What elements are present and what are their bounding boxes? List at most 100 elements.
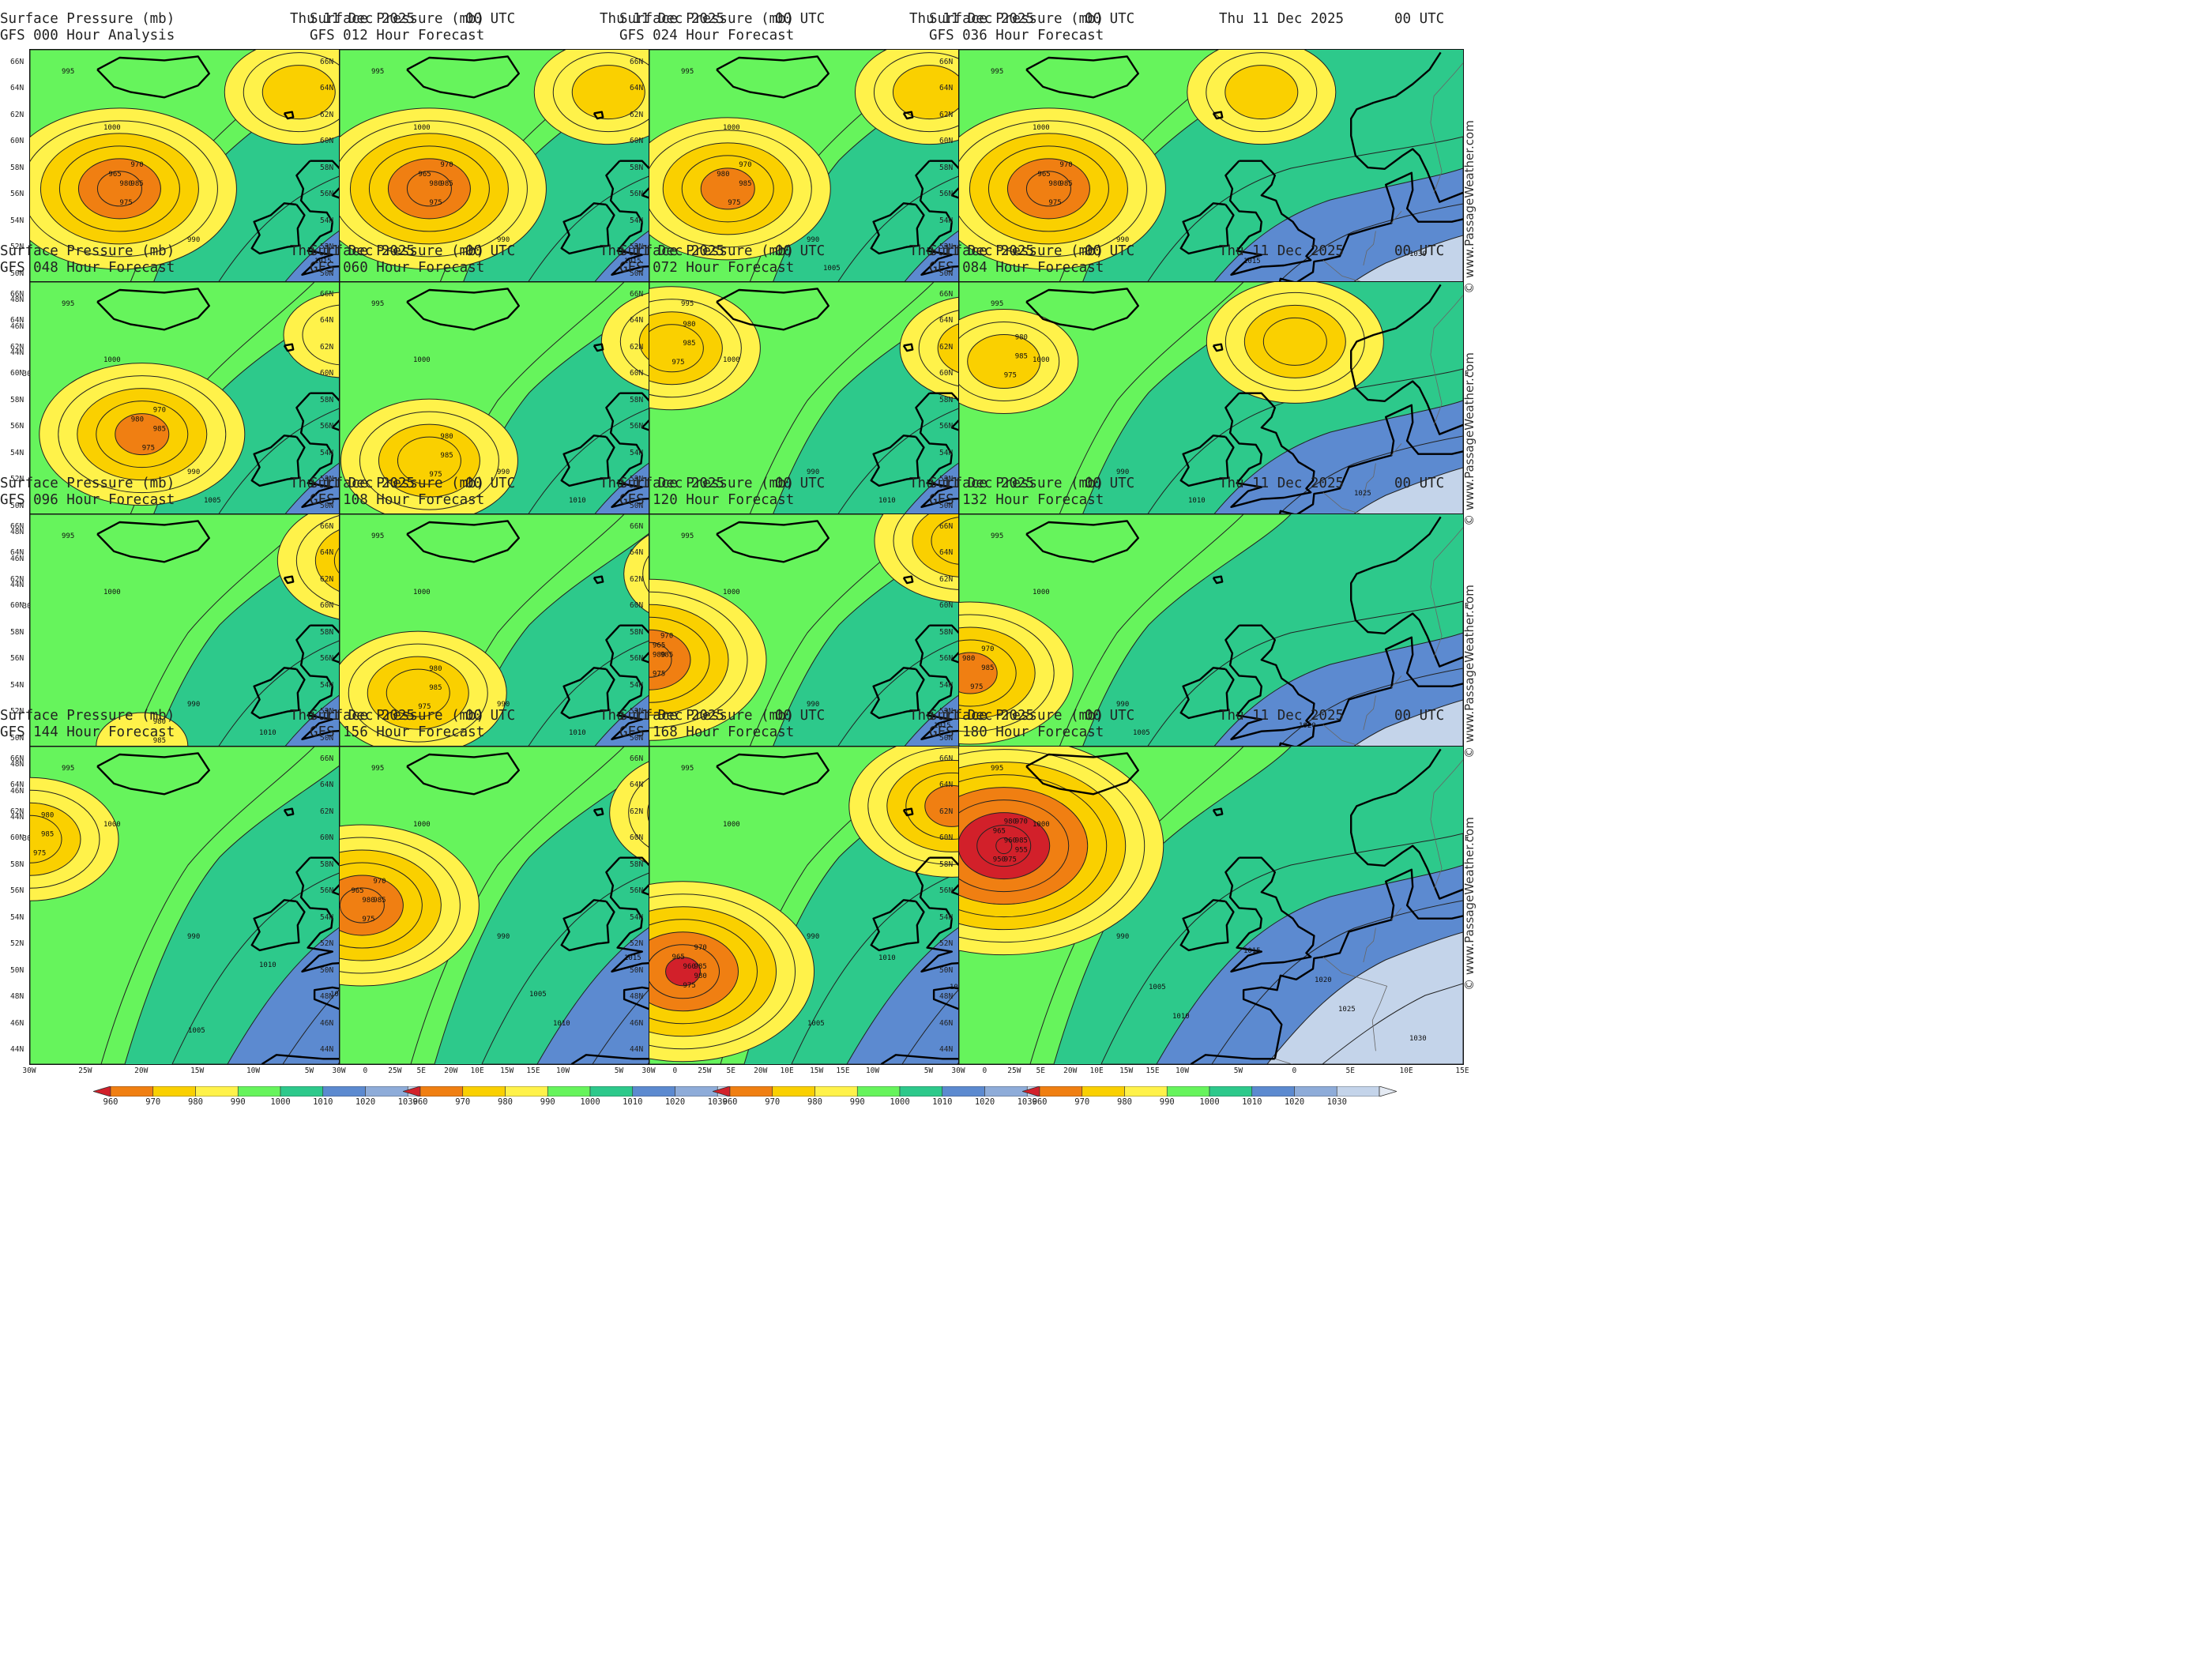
isobar-label: 990 [807,236,819,244]
latitude-label: 58N [320,163,334,172]
isobar-label: 990 [187,468,200,476]
latitude-label: 54N [939,680,954,690]
isobar-label: 995 [62,765,74,773]
latitude-label: 50N [10,733,24,743]
panel-title: Surface Pressure (mb) [0,243,175,259]
panel-valid-time: 00 UTC [1394,708,1445,724]
latitude-label: 56N [630,190,644,199]
isobar-label: 1015 [934,722,951,730]
latitude-label: 52N [630,243,644,252]
latitude-label: 56N [630,654,644,664]
latitude-label: 64N [320,548,334,558]
isobar-label: 970 [694,944,707,952]
longitude-label: 5W [304,1066,314,1075]
latitude-label: 54N [630,216,644,225]
isobar-label: 970 [1015,818,1028,826]
panel-valid-date: Thu 11 Dec 2025 [600,708,725,724]
latitude-label: 64N [630,316,644,325]
latitude-label: 50N [939,501,954,510]
latitude-label: 60N [320,369,334,378]
latitude-label: 54N [320,680,334,690]
isobar-label: 990 [1116,468,1129,476]
panel-title: Surface Pressure (mb) [310,708,485,724]
panel-valid-time: 00 UTC [1085,708,1135,724]
latitude-label: 64N [320,316,334,325]
latitude-label: 48N [10,760,24,769]
isobar-label: 965 [672,954,685,961]
latitude-label: 64N [630,84,644,93]
isobar-label: 985 [1015,837,1028,845]
colorbar-tick-label: 980 [1117,1097,1132,1107]
isobar-label: 985 [153,426,166,434]
isobar-label: 1020 [1299,722,1316,730]
latitude-label: 64N [939,781,954,790]
panel-title: Surface Pressure (mb) [310,243,485,259]
longitude-label: 15W [500,1066,514,1075]
panel-forecast-hour: GFS 000 Hour Analysis [0,28,175,43]
longitude-label: 20W [444,1066,458,1075]
colorbar-tick-label: 1030 [1017,1097,1037,1107]
latitude-label: 62N [630,110,644,119]
isobar-label: 1005 [823,265,841,273]
latitude-label: 62N [630,342,644,352]
latitude-label: 52N [939,939,954,949]
panel-valid-time: 00 UTC [465,11,516,27]
latitude-label: 52N [630,475,644,484]
latitude-label: 58N [320,627,334,637]
colorbar-tick-label: 990 [540,1097,555,1107]
panel-valid-date: Thu 11 Dec 2025 [290,243,416,259]
latitude-label: 50N [939,733,954,743]
latitude-label: 60N [630,369,644,378]
longitude-label: 15W [1119,1066,1134,1075]
isobar-label: 990 [807,701,819,709]
latitude-label: 66N [939,521,954,531]
latitude-label: 60N [939,137,954,146]
isobar-label: 995 [62,532,74,540]
longitude-label: 10W [1175,1066,1190,1075]
latitude-label: 66N [10,289,24,299]
isobar-label: 990 [807,468,819,476]
panel-valid-time: 00 UTC [465,708,516,724]
latitude-label: 52N [630,707,644,717]
isobar-label: 1015 [624,258,641,265]
isobar-label: 1010 [878,497,896,505]
isobar-label: 990 [187,236,200,244]
latitude-label: 62N [10,807,24,816]
isobar-label: 1015 [624,954,641,962]
latitude-label: 64N [10,316,24,325]
colorbar-tick-label: 970 [765,1097,781,1107]
isobar-label: 1015 [314,258,332,265]
longitude-label: 20W [754,1066,768,1075]
latitude-label: 56N [939,886,954,896]
colorbar-tick-label: 1000 [580,1097,600,1107]
latitude-label: 50N [10,501,24,510]
isobar-label: 965 [1037,171,1050,179]
isobar-label: 1010 [259,729,276,737]
isobar-label: 970 [153,407,166,415]
latitude-label: 64N [939,316,954,325]
isobar-label: 975 [1004,372,1017,380]
latitude-label: 64N [939,84,954,93]
panel-valid-time: 00 UTC [1085,243,1135,259]
isobar-label: 980 [362,897,374,905]
low-pressure-center [30,107,237,270]
isobar-label: 955 [1015,847,1028,855]
latitude-label: 44N [939,1045,954,1055]
latitude-label: 52N [320,707,334,717]
latitude-label: 46N [939,1018,954,1028]
latitude-label: 46N [320,1018,334,1028]
panel-title: Surface Pressure (mb) [619,11,795,27]
colorbar-tick-label: 960 [1032,1097,1048,1107]
latitude-label: 58N [630,860,644,869]
latitude-label: 58N [10,627,24,637]
latitude-label: 64N [10,84,24,93]
isobar-label: 995 [991,68,1003,76]
isobar-label: 1000 [103,589,121,596]
colorbar-tick-label: 990 [849,1097,865,1107]
latitude-label: 52N [320,243,334,252]
latitude-label: 64N [320,781,334,790]
isobar-label: 995 [371,300,384,308]
latitude-label: 58N [939,627,954,637]
longitude-label: 15W [810,1066,824,1075]
panel-valid-time: 00 UTC [465,243,516,259]
